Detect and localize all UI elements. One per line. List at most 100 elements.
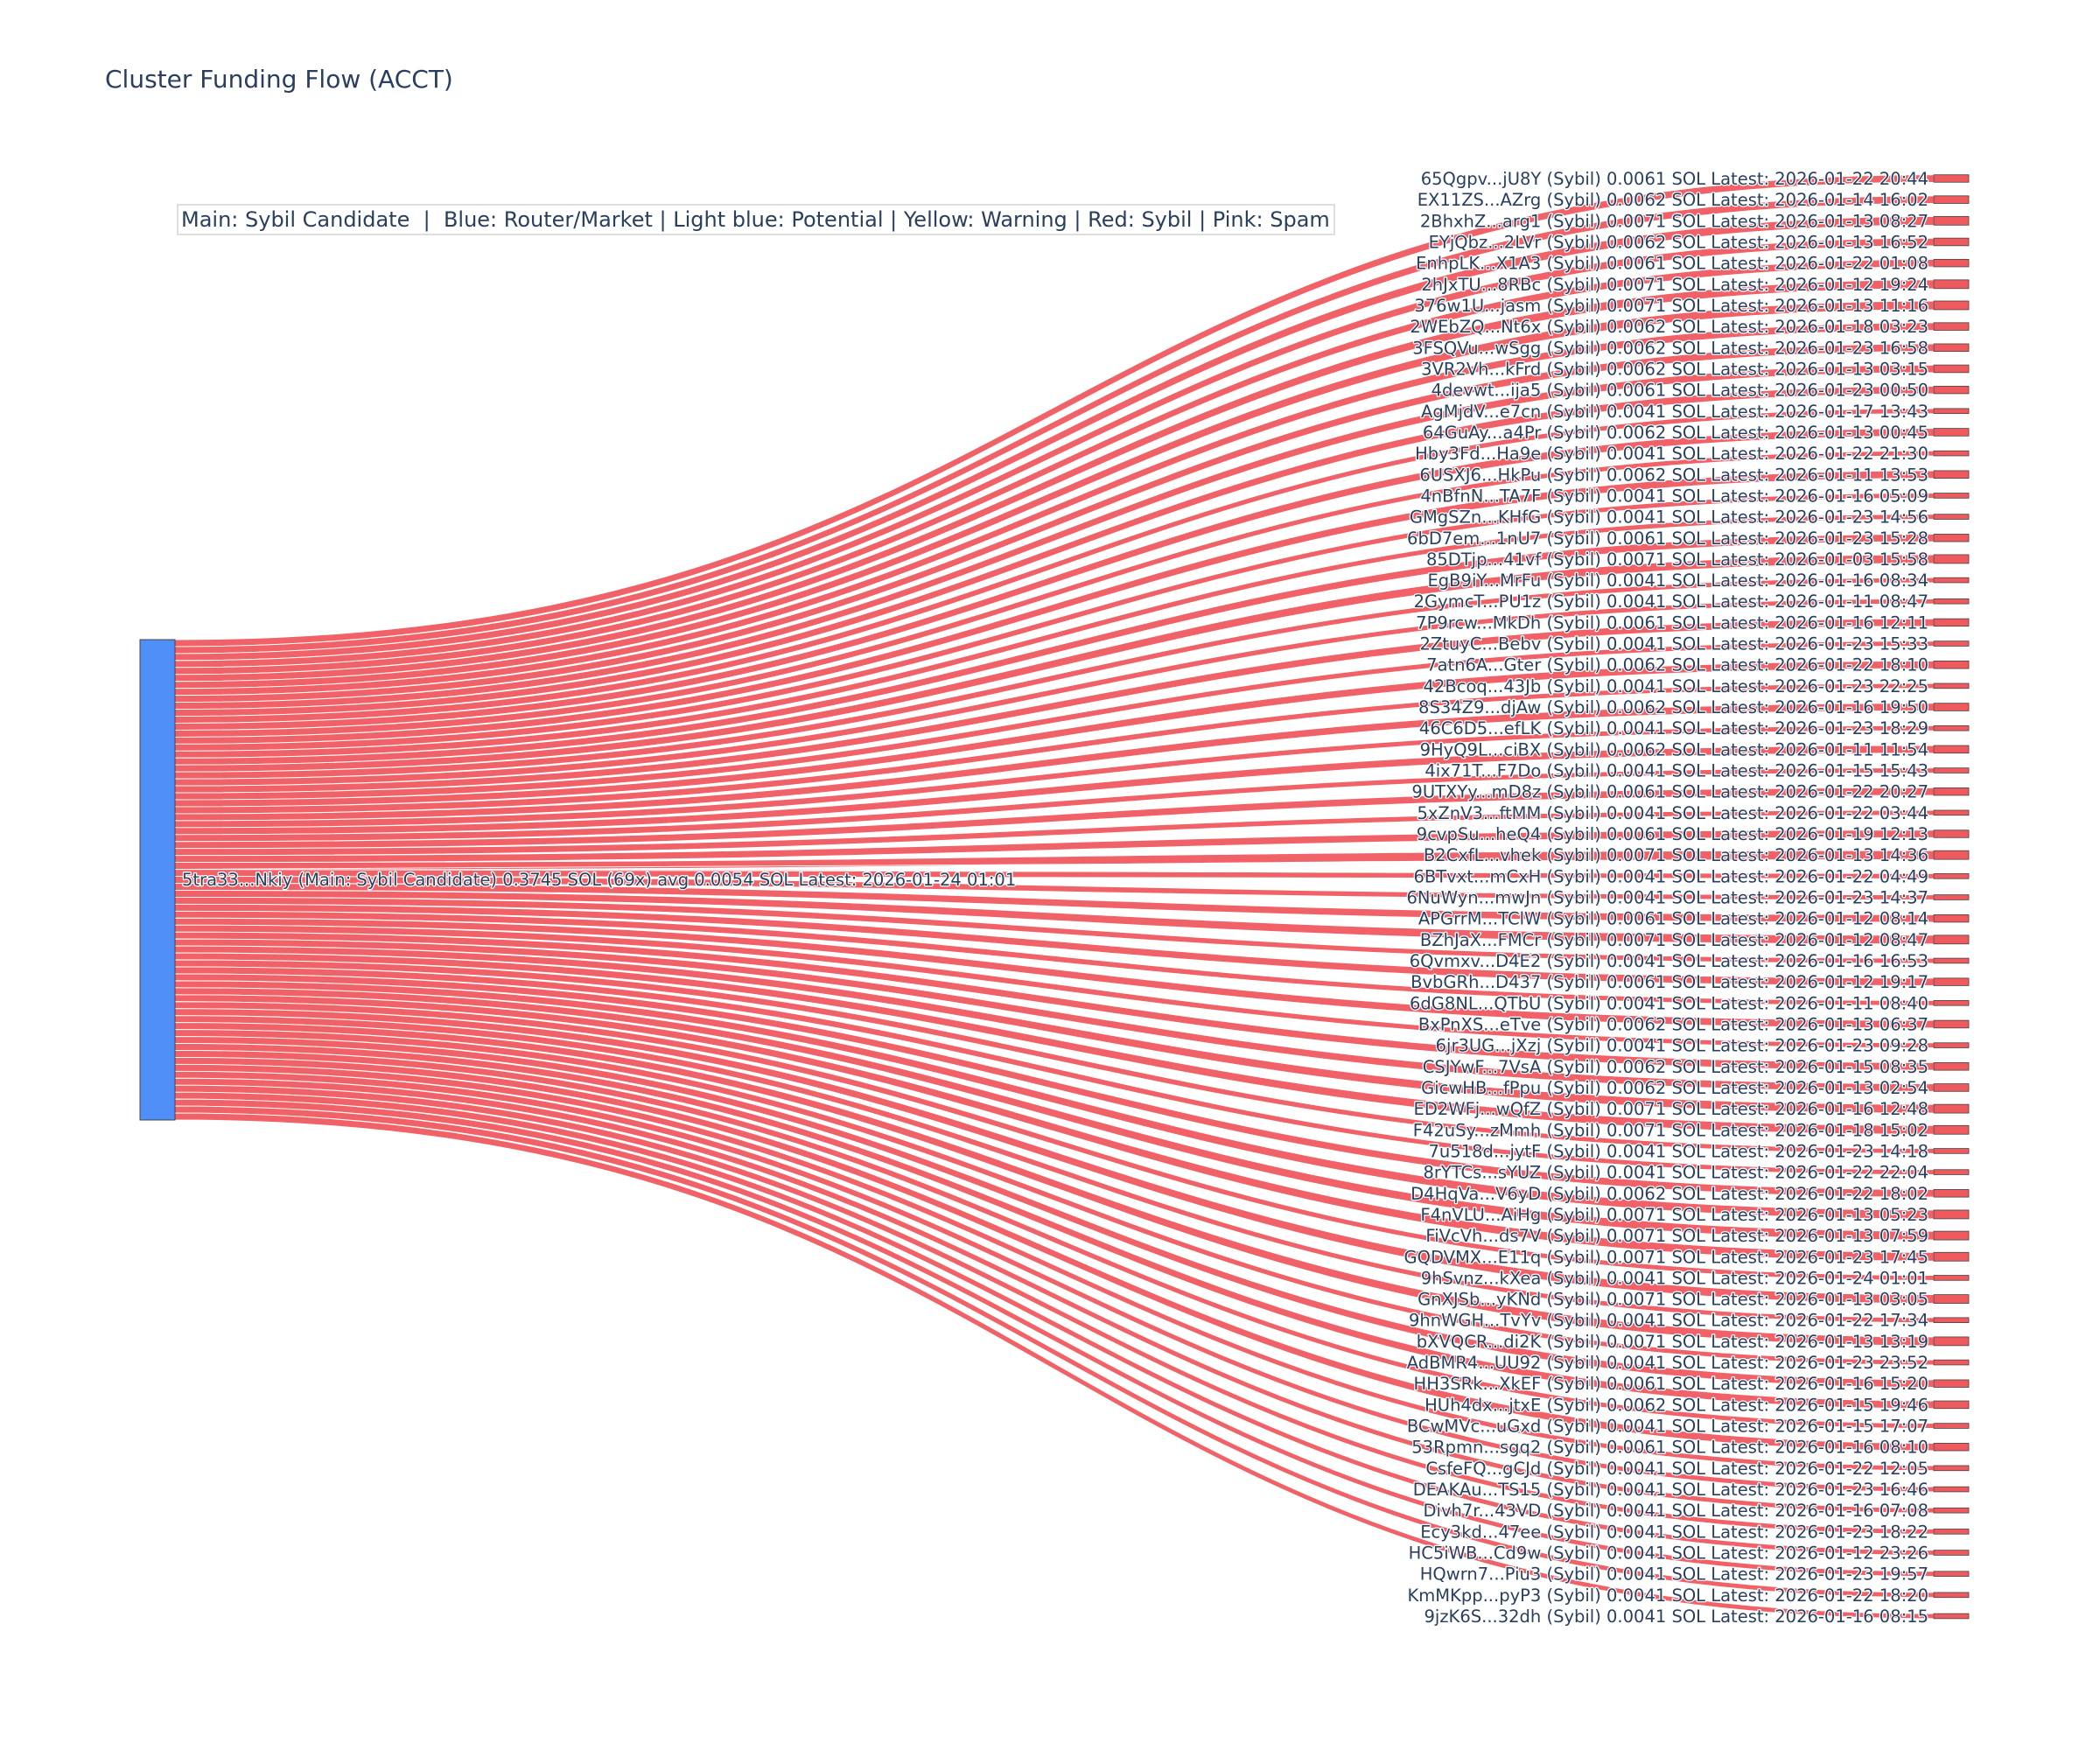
target-node[interactable] bbox=[1933, 1423, 1970, 1429]
target-node[interactable] bbox=[1933, 788, 1970, 796]
source-node[interactable] bbox=[139, 639, 176, 1121]
target-node[interactable] bbox=[1933, 1571, 1970, 1577]
target-node[interactable] bbox=[1933, 957, 1970, 964]
target-node[interactable] bbox=[1933, 894, 1970, 900]
target-node[interactable] bbox=[1933, 977, 1970, 986]
target-node[interactable] bbox=[1933, 258, 1970, 268]
target-node-label: bXVQCR...di2K (Sybil) 0.0071 SOL Latest:… bbox=[1417, 1332, 1928, 1352]
target-node[interactable] bbox=[1933, 703, 1970, 711]
target-node-label: 2WEbZQ...Nt6x (Sybil) 0.0062 SOL Latest:… bbox=[1410, 317, 1928, 337]
target-node[interactable] bbox=[1933, 343, 1970, 353]
target-node-label: 3FSQVu...wSgg (Sybil) 0.0062 SOL Latest:… bbox=[1412, 338, 1928, 358]
target-node[interactable] bbox=[1933, 385, 1970, 395]
target-node[interactable] bbox=[1933, 1359, 1970, 1366]
target-node[interactable] bbox=[1933, 1083, 1970, 1092]
target-node[interactable] bbox=[1933, 514, 1970, 520]
target-node[interactable] bbox=[1933, 1400, 1970, 1410]
target-node-label: 6USXJ6...HkPu (Sybil) 0.0062 SOL Latest:… bbox=[1419, 465, 1928, 485]
target-node-label: F42uSy...zMmh (Sybil) 0.0071 SOL Latest:… bbox=[1413, 1120, 1928, 1140]
target-node[interactable] bbox=[1933, 660, 1970, 669]
target-node[interactable] bbox=[1933, 428, 1970, 437]
target-node[interactable] bbox=[1933, 195, 1970, 204]
target-node[interactable] bbox=[1933, 534, 1970, 542]
target-node[interactable] bbox=[1933, 1189, 1970, 1198]
target-node[interactable] bbox=[1933, 215, 1970, 226]
target-node[interactable] bbox=[1933, 408, 1970, 415]
target-node[interactable] bbox=[1933, 873, 1970, 879]
target-node[interactable] bbox=[1933, 174, 1970, 183]
target-node[interactable] bbox=[1933, 1209, 1970, 1220]
legend-box bbox=[177, 204, 1335, 235]
target-node[interactable] bbox=[1933, 767, 1970, 774]
target-node[interactable] bbox=[1933, 745, 1970, 754]
target-node[interactable] bbox=[1933, 470, 1970, 480]
legend-text: Main: Sybil Candidate | Blue: Router/Mar… bbox=[181, 207, 1330, 232]
target-node[interactable] bbox=[1933, 1042, 1970, 1048]
target-node[interactable] bbox=[1933, 1465, 1970, 1472]
target-node[interactable] bbox=[1933, 830, 1970, 838]
target-node[interactable] bbox=[1933, 279, 1970, 290]
target-node-label: AdBMR4...UU92 (Sybil) 0.0041 SOL Latest:… bbox=[1407, 1353, 1928, 1373]
target-node[interactable] bbox=[1933, 1550, 1970, 1556]
target-node[interactable] bbox=[1933, 577, 1970, 584]
target-node[interactable] bbox=[1933, 1000, 1970, 1006]
target-node-label: 6BTvxt...mCxH (Sybil) 0.0041 SOL Latest:… bbox=[1413, 866, 1928, 886]
target-node-label: 5xZnV3...ftMM (Sybil) 0.0041 SOL Latest:… bbox=[1417, 803, 1928, 823]
target-node[interactable] bbox=[1933, 554, 1970, 564]
target-node-label: 8rYTCs...sYUZ (Sybil) 0.0041 SOL Latest:… bbox=[1423, 1163, 1928, 1183]
target-node[interactable] bbox=[1933, 1443, 1970, 1452]
target-node-label: KmMKpp...pyP3 (Sybil) 0.0041 SOL Latest:… bbox=[1407, 1586, 1928, 1606]
target-node[interactable] bbox=[1933, 1251, 1970, 1262]
target-node-label: GnXJSb...yKNd (Sybil) 0.0071 SOL Latest:… bbox=[1418, 1290, 1928, 1310]
target-node[interactable] bbox=[1933, 300, 1970, 311]
target-node[interactable] bbox=[1933, 914, 1970, 923]
target-node[interactable] bbox=[1933, 1230, 1970, 1241]
target-node-label: HH3SRk...XkEF (Sybil) 0.0061 SOL Latest:… bbox=[1414, 1374, 1928, 1394]
source-node-group bbox=[139, 639, 176, 1121]
target-node[interactable] bbox=[1933, 682, 1970, 690]
target-node[interactable] bbox=[1933, 1275, 1970, 1281]
target-node[interactable] bbox=[1933, 322, 1970, 331]
target-node[interactable] bbox=[1933, 809, 1970, 816]
target-node-label: APGrrM...TClW (Sybil) 0.0061 SOL Latest:… bbox=[1418, 909, 1928, 929]
target-node-label: Ecy3kd...47ee (Sybil) 0.0041 SOL Latest:… bbox=[1420, 1522, 1928, 1542]
target-node-label: 6NuWyn...mwJn (Sybil) 0.0041 SOL Latest:… bbox=[1406, 888, 1928, 908]
target-node[interactable] bbox=[1933, 364, 1970, 374]
target-node[interactable] bbox=[1933, 1103, 1970, 1114]
target-node-label: 46C6D5...efLK (Sybil) 0.0041 SOL Latest:… bbox=[1419, 718, 1928, 738]
target-node[interactable] bbox=[1933, 1592, 1970, 1599]
target-node[interactable] bbox=[1933, 1507, 1970, 1514]
target-node[interactable] bbox=[1933, 1169, 1970, 1175]
target-node-label: AgMjdV...e7cn (Sybil) 0.0041 SOL Latest:… bbox=[1421, 402, 1928, 422]
source-node-label: 5tra33...Nkiy (Main: Sybil Candidate) 0.… bbox=[182, 870, 1016, 890]
target-node[interactable] bbox=[1933, 493, 1970, 499]
target-node-label: 65Qgpv...jU8Y (Sybil) 0.0061 SOL Latest:… bbox=[1421, 169, 1928, 189]
target-node[interactable] bbox=[1933, 1613, 1970, 1620]
target-node-label: 2GymcT...PU1z (Sybil) 0.0041 SOL Latest:… bbox=[1414, 592, 1928, 612]
label-group: 65Qgpv...jU8Y (Sybil) 0.0061 SOL Latest:… bbox=[181, 168, 1930, 1628]
target-node-label: 85DTjp...41vf (Sybil) 0.0071 SOL Latest:… bbox=[1426, 550, 1928, 570]
target-node[interactable] bbox=[1933, 1379, 1970, 1388]
target-node[interactable] bbox=[1933, 1062, 1970, 1071]
target-node[interactable] bbox=[1933, 1019, 1970, 1029]
target-node[interactable] bbox=[1933, 724, 1970, 732]
target-node[interactable] bbox=[1933, 1529, 1970, 1535]
target-node-label: 64GuAy...a4Pr (Sybil) 0.0062 SOL Latest:… bbox=[1423, 423, 1928, 443]
target-node[interactable] bbox=[1933, 598, 1970, 605]
target-node[interactable] bbox=[1933, 1148, 1970, 1154]
flow-link[interactable] bbox=[174, 952, 1935, 1135]
target-node[interactable] bbox=[1933, 934, 1970, 945]
target-node[interactable] bbox=[1933, 1486, 1970, 1493]
target-node[interactable] bbox=[1933, 1294, 1970, 1304]
target-node[interactable] bbox=[1933, 237, 1970, 247]
target-node[interactable] bbox=[1933, 1317, 1970, 1324]
target-node[interactable] bbox=[1933, 640, 1970, 647]
target-node[interactable] bbox=[1933, 618, 1970, 627]
target-node[interactable] bbox=[1933, 1336, 1970, 1347]
target-node[interactable] bbox=[1933, 450, 1970, 457]
target-node-label: 2hJxTU...8RBc (Sybil) 0.0071 SOL Latest:… bbox=[1421, 275, 1928, 295]
target-node[interactable] bbox=[1933, 1124, 1970, 1135]
target-node-label: 9jzK6S...32dh (Sybil) 0.0041 SOL Latest:… bbox=[1424, 1606, 1929, 1627]
target-node[interactable] bbox=[1933, 850, 1970, 860]
target-node-label: 4nBfnN...TA7F (Sybil) 0.0041 SOL Latest:… bbox=[1420, 486, 1928, 506]
